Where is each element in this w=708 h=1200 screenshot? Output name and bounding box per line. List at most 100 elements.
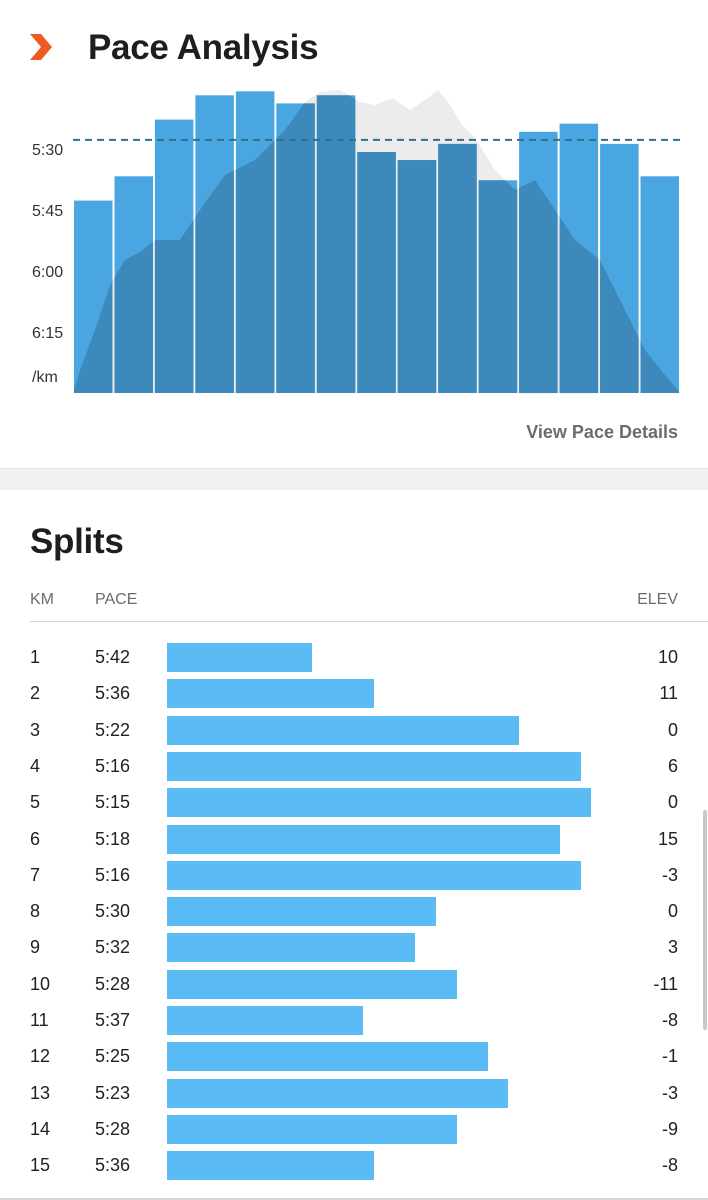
split-km: 13 <box>30 1082 51 1103</box>
y-tick-label: 6:15 <box>32 325 64 342</box>
splits-section: Splits KM PACE ELEV 1 5:42 10 2 5:36 11 3 5:22 0… <box>0 490 708 1200</box>
split-pace: 5:16 <box>95 864 131 885</box>
split-pace: 5:23 <box>95 1082 131 1103</box>
split-pace-bar <box>167 751 581 781</box>
pace-analysis-header: Pace Analysis <box>30 22 319 72</box>
split-pace-bar <box>167 679 374 709</box>
split-km: 5 <box>30 792 41 813</box>
y-axis-unit: /km <box>32 369 58 386</box>
split-pace-bar <box>167 860 581 890</box>
split-row: 4 5:16 6 <box>0 749 708 785</box>
view-pace-details-link[interactable]: View Pace Details <box>526 422 678 442</box>
split-pace: 5:32 <box>95 937 131 958</box>
split-pace-bar <box>167 643 312 672</box>
split-km: 4 <box>30 755 41 776</box>
split-pace: 5:18 <box>95 828 131 849</box>
split-pace: 5:36 <box>95 1155 131 1176</box>
split-elevation: -8 <box>661 1155 678 1176</box>
split-km: 1 <box>30 647 41 667</box>
split-row: 10 5:28 -11 <box>0 967 708 1003</box>
pace-analysis-card: Pace Analysis 5:30 5:45 6:00 6:15 /km Vi… <box>0 0 708 468</box>
pace-bar-elevation-overlap <box>397 160 437 393</box>
split-pace-bar <box>167 824 560 854</box>
split-pace-bar <box>167 1078 509 1108</box>
split-row: 11 5:37 -8 <box>0 1003 708 1039</box>
y-tick-label: 5:45 <box>32 203 64 220</box>
split-km: 11 <box>30 1010 49 1030</box>
split-pace: 5:30 <box>95 901 131 922</box>
scrollbar[interactable] <box>703 810 707 1030</box>
split-pace: 5:42 <box>95 647 131 667</box>
split-pace: 5:36 <box>95 683 131 704</box>
y-tick-label: 5:30 <box>32 142 64 159</box>
split-elevation: -3 <box>661 864 678 885</box>
split-row: 1 5:42 10 <box>0 640 708 676</box>
split-row: 15 5:36 -8 <box>0 1148 708 1184</box>
split-km: 15 <box>30 1155 51 1176</box>
split-row: 6 5:18 15 <box>0 822 708 858</box>
split-elevation: 3 <box>667 937 678 958</box>
split-row: 14 5:28 -9 <box>0 1112 708 1148</box>
split-pace-bar <box>167 933 416 963</box>
split-elevation: 6 <box>667 755 678 776</box>
split-km: 10 <box>30 973 51 994</box>
column-header-km: KM <box>30 591 54 608</box>
split-pace-bar <box>167 788 591 818</box>
pace-bar-elevation-overlap <box>276 103 315 393</box>
split-km: 8 <box>30 901 41 922</box>
y-tick-label: 6:00 <box>32 264 64 281</box>
split-km: 9 <box>30 937 41 958</box>
split-pace-bar <box>167 715 519 745</box>
column-header-elev: ELEV <box>637 591 678 608</box>
split-row: 13 5:23 -3 <box>0 1076 708 1112</box>
split-pace: 5:37 <box>95 1010 131 1030</box>
split-pace: 5:16 <box>95 755 131 776</box>
split-pace-bar <box>167 969 457 999</box>
split-pace-bar <box>167 1006 364 1035</box>
bottom-divider <box>0 1198 708 1200</box>
split-pace: 5:15 <box>95 792 131 813</box>
split-pace-bar <box>167 897 436 927</box>
pace-bar-elevation-overlap <box>357 152 396 393</box>
split-pace-bar <box>167 1114 457 1144</box>
split-elevation: 0 <box>667 792 678 813</box>
section-divider <box>0 468 708 490</box>
split-elevation: -8 <box>661 1010 678 1030</box>
split-elevation: 10 <box>657 647 678 667</box>
strava-chevron-icon <box>30 34 52 60</box>
split-km: 3 <box>30 719 41 740</box>
split-row: 8 5:30 0 <box>0 894 708 930</box>
column-header-pace: PACE <box>95 591 138 608</box>
split-km: 7 <box>30 864 41 885</box>
pace-bar-elevation-overlap <box>478 180 518 393</box>
pace-bar-elevation-overlap <box>316 95 356 393</box>
pace-chart-svg <box>73 90 680 394</box>
split-km: 2 <box>30 683 41 704</box>
header-divider <box>30 621 708 622</box>
split-km: 6 <box>30 828 41 849</box>
split-elevation: 0 <box>667 719 678 740</box>
split-row: 7 5:16 -3 <box>0 858 708 894</box>
split-row: 12 5:25 -1 <box>0 1039 708 1075</box>
split-elevation: 15 <box>657 828 678 849</box>
pace-chart[interactable]: 5:30 5:45 6:00 6:15 /km <box>0 80 708 400</box>
split-row: 2 5:36 11 <box>0 676 708 712</box>
split-pace-bar <box>167 1042 488 1072</box>
split-elevation: -3 <box>661 1082 678 1103</box>
split-row: 9 5:32 3 <box>0 930 708 966</box>
pace-bar-elevation-overlap <box>438 143 477 393</box>
splits-title: Splits <box>30 522 124 561</box>
split-elevation: -1 <box>661 1046 678 1067</box>
split-pace: 5:28 <box>95 973 131 994</box>
split-km: 12 <box>30 1046 51 1067</box>
split-pace: 5:28 <box>95 1118 131 1139</box>
page-title: Pace Analysis <box>88 28 319 67</box>
split-elevation: 11 <box>659 683 678 704</box>
split-row: 5 5:15 0 <box>0 785 708 821</box>
split-km: 14 <box>30 1118 51 1139</box>
split-elevation: 0 <box>667 901 678 922</box>
split-row: 3 5:22 0 <box>0 713 708 749</box>
split-elevation: -11 <box>653 973 678 994</box>
split-elevation: -9 <box>661 1118 678 1139</box>
split-pace-bar <box>167 1151 374 1181</box>
